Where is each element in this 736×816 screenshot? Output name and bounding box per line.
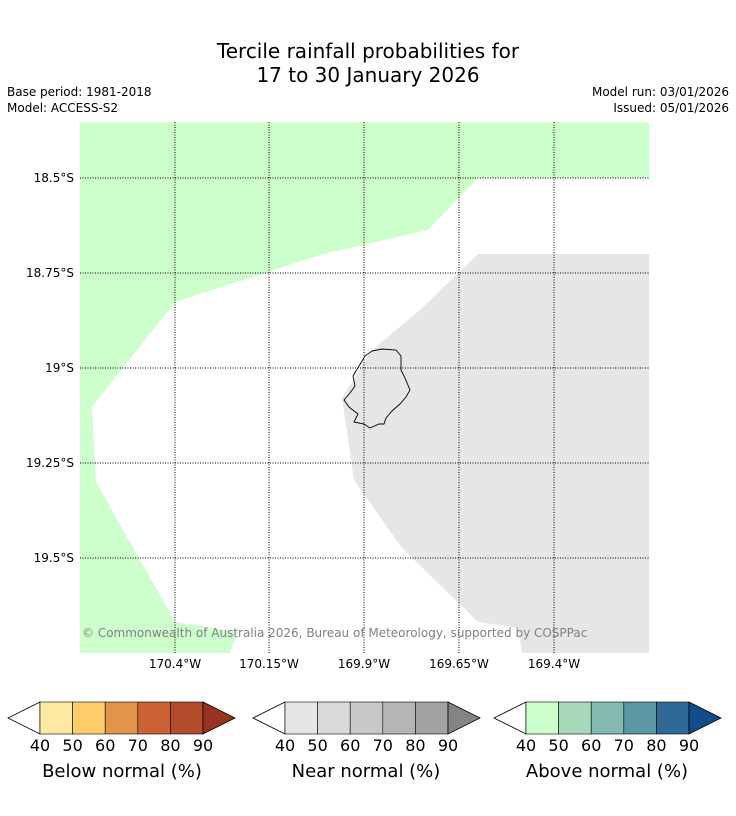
latitude-label: 18.75°S	[26, 266, 74, 280]
longitude-label: 169.9°W	[337, 657, 391, 671]
below-normal-colorbar	[7, 701, 236, 735]
above-normal-colorbar	[493, 701, 722, 735]
colorbar-tick: 60	[340, 736, 361, 755]
near-normal-swatch	[349, 701, 384, 735]
latitude-label: 19.25°S	[26, 456, 74, 470]
longitude-label: 170.15°W	[239, 657, 299, 671]
map-title-line2: 17 to 30 January 2026	[256, 63, 480, 87]
colorbar-tick: 50	[548, 736, 569, 755]
near-normal-swatch	[284, 701, 318, 735]
above-normal-swatch	[558, 701, 592, 735]
above-normal-max-extend	[688, 701, 722, 735]
above-normal-swatch	[656, 701, 690, 735]
near-normal-colorbar	[252, 701, 481, 735]
below-normal-swatch	[104, 701, 139, 735]
above-normal-region-north	[80, 122, 649, 407]
below-normal-swatch	[137, 701, 171, 735]
colorbar-tick: 60	[581, 736, 602, 755]
colorbar-tick: 70	[613, 736, 634, 755]
above-normal-swatch	[590, 701, 625, 735]
colorbar-tick: 80	[160, 736, 181, 755]
below-normal-swatch	[39, 701, 73, 735]
colorbar-tick: 90	[192, 736, 214, 755]
longitude-label: 169.4°W	[527, 657, 581, 671]
colorbar-tick: 70	[372, 736, 393, 755]
near-normal-label: Near normal (%)	[291, 761, 441, 782]
below-normal-max-extend	[202, 701, 236, 735]
above-normal-label: Above normal (%)	[525, 761, 689, 782]
above-normal-swatch	[623, 701, 657, 735]
colorbar-tick: 50	[307, 736, 328, 755]
longitude-label: 169.65°W	[429, 657, 489, 671]
colorbar-tick: 40	[29, 736, 51, 755]
colorbar-tick: 80	[646, 736, 667, 755]
longitude-label: 170.4°W	[148, 657, 202, 671]
below-normal-label: Below normal (%)	[42, 761, 202, 782]
above-normal-region-southwest	[80, 407, 238, 653]
above-normal-swatch	[525, 701, 559, 735]
near-normal-swatch	[382, 701, 416, 735]
below-normal-swatch	[72, 701, 106, 735]
colorbar-tick: 50	[62, 736, 83, 755]
below-normal-swatch	[170, 701, 204, 735]
colorbar-tick: 90	[437, 736, 459, 755]
colorbar-tick: 70	[127, 736, 148, 755]
copyright-credit: © Commonwealth of Australia 2026, Bureau…	[82, 626, 588, 640]
map-title-line1: Tercile rainfall probabilities for	[216, 39, 520, 63]
above-normal-min-extend	[493, 701, 527, 735]
near-normal-swatch	[415, 701, 449, 735]
graticule	[80, 122, 649, 653]
colorbar-tick: 80	[405, 736, 426, 755]
model-name: Model: ACCESS-S2	[7, 101, 119, 115]
model-run-date: Model run: 03/01/2026	[591, 85, 729, 99]
latitude-label: 19.5°S	[33, 551, 74, 565]
colorbar-tick: 40	[515, 736, 537, 755]
near-normal-max-extend	[447, 701, 481, 735]
below-normal-min-extend	[7, 701, 41, 735]
near-normal-swatch	[317, 701, 351, 735]
issued-date: Issued: 05/01/2026	[613, 101, 729, 115]
near-normal-min-extend	[252, 701, 286, 735]
near-normal-region-east	[342, 254, 649, 653]
colorbar-tick: 90	[678, 736, 700, 755]
niue-island-coastline	[343, 348, 411, 429]
latitude-label: 18.5°S	[33, 171, 74, 185]
colorbar-tick: 60	[95, 736, 116, 755]
latitude-label: 19°S	[45, 361, 74, 375]
base-period: Base period: 1981-2018	[7, 85, 152, 99]
colorbar-tick: 40	[274, 736, 296, 755]
